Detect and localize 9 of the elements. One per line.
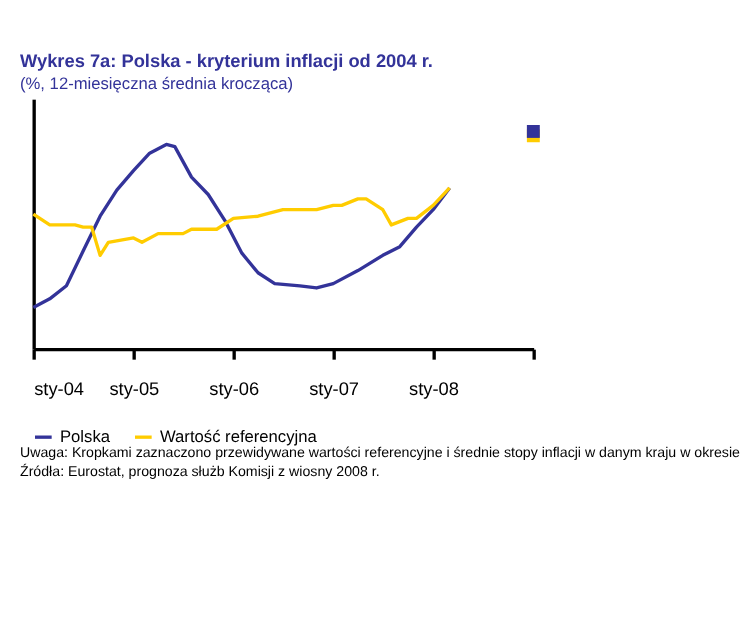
- x-tick-label: sty-05: [109, 378, 160, 399]
- chart-title: Wykres 7a: Polska - kryterium inflacji od 2004 r.: [20, 51, 433, 72]
- x-tick-label: sty-06: [209, 378, 260, 399]
- legend-label: Polska: [60, 426, 111, 447]
- legend-label: Wartość referencyjna: [160, 426, 318, 447]
- chart-subtitle: (%, 12-miesięczna średnia krocząca): [20, 72, 294, 93]
- x-tick-label: sty-07: [309, 378, 360, 399]
- x-tick-label: sty-04: [34, 378, 85, 399]
- x-tick-label: sty-08: [409, 378, 459, 399]
